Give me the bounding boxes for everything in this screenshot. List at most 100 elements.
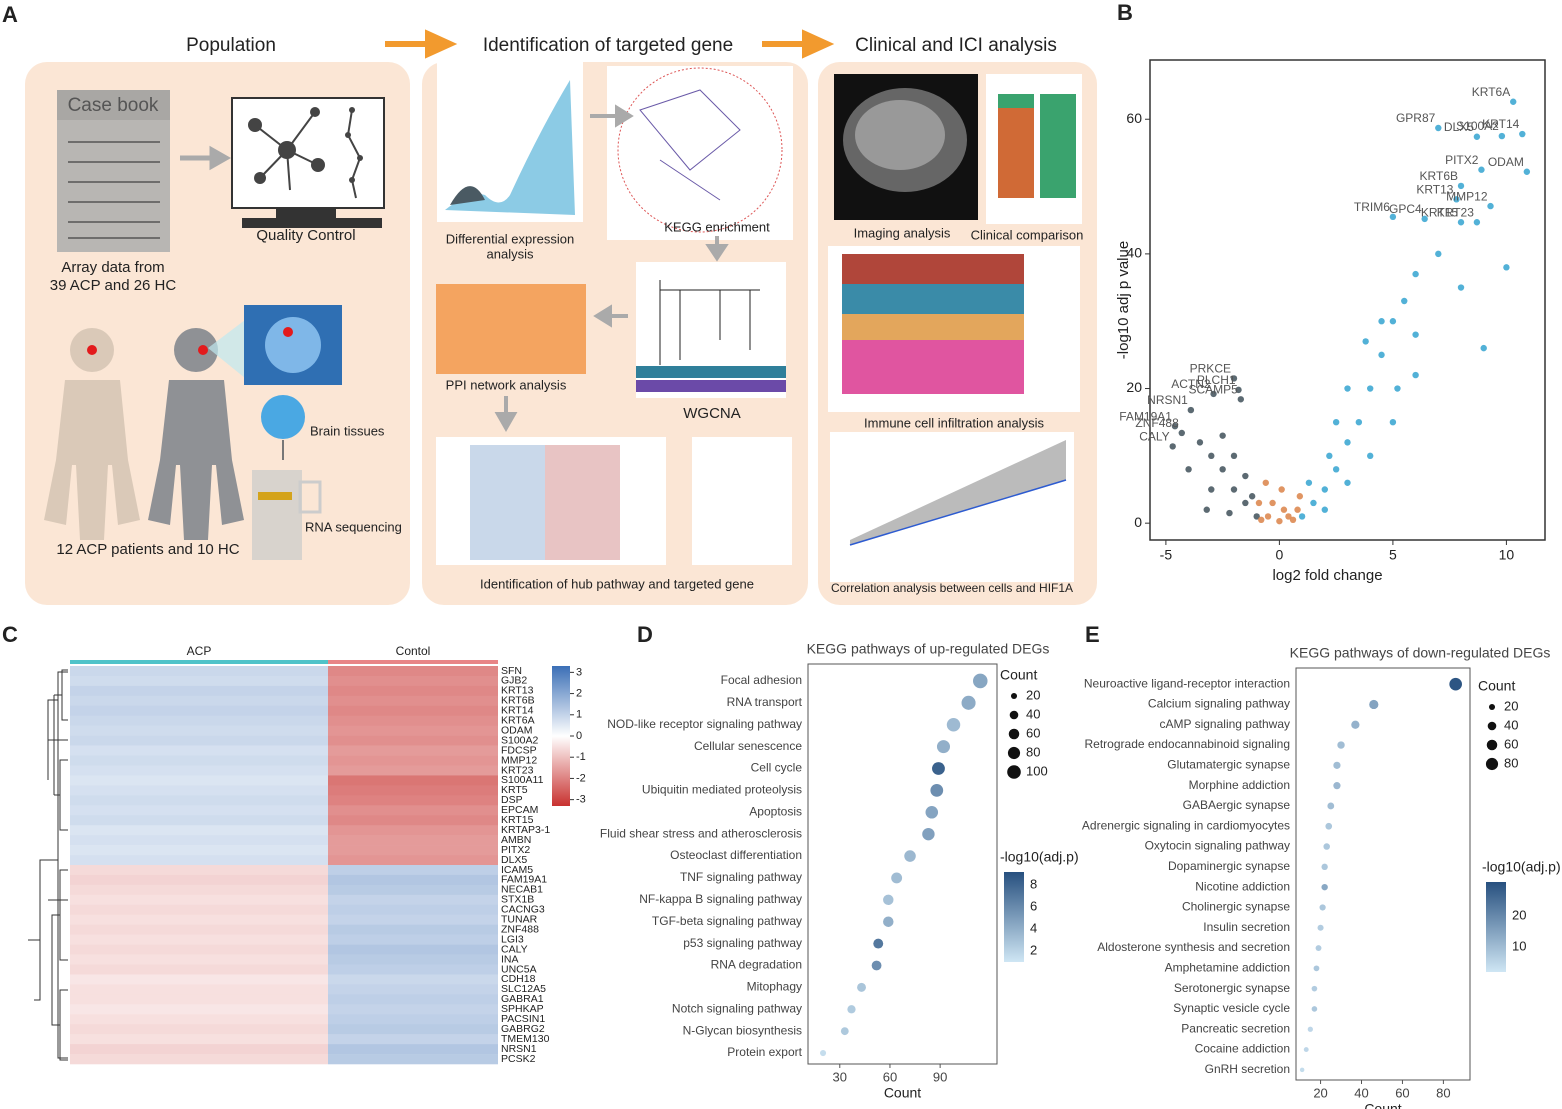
heat-cell [328, 845, 498, 856]
panel-label: B [1117, 0, 1133, 25]
heat-cell [70, 765, 328, 776]
row-label: AMBN [501, 834, 531, 846]
heat-cell [70, 954, 328, 965]
category-label: Pancreatic secretion [1181, 1021, 1290, 1035]
size-legend-label: 80 [1026, 744, 1040, 759]
category-label: p53 signaling pathway [683, 936, 802, 950]
point [1230, 375, 1238, 382]
dot [1315, 945, 1322, 952]
heat-cell [70, 914, 328, 925]
row-label: ODAM [501, 724, 533, 736]
dot [847, 1005, 856, 1014]
color-legend-title: -log10(adj.p) [1000, 849, 1079, 865]
point [1264, 513, 1272, 520]
dot [1307, 1026, 1313, 1032]
point [1230, 452, 1238, 460]
point [1362, 338, 1369, 345]
category-label: RNA degradation [711, 958, 802, 972]
dot [1333, 761, 1341, 769]
colorbar-label: 1 [576, 709, 582, 721]
row-label: INA [501, 953, 519, 965]
category-label: Notch signaling pathway [672, 1001, 802, 1015]
dot [930, 784, 944, 797]
monitor-icon [231, 97, 385, 228]
row-label: GJB2 [501, 675, 527, 687]
x-tick-label: 20 [1313, 1085, 1327, 1100]
colorbar-label: 20 [1512, 908, 1526, 923]
point [1344, 439, 1351, 446]
size-legend-dot [1007, 765, 1021, 779]
point [1378, 318, 1385, 325]
step-title: Identification of targeted gene [483, 35, 733, 56]
row-label: CDH18 [501, 973, 536, 985]
panel-label: C [2, 622, 18, 647]
arrow [385, 29, 458, 59]
heat-cell [328, 1034, 498, 1045]
point [1285, 513, 1292, 520]
dot [1327, 802, 1335, 810]
caption: WGCNA [683, 405, 741, 422]
point-label: KRT6A [1472, 85, 1510, 99]
point [1278, 486, 1285, 493]
heat-cell [328, 695, 498, 707]
row-label: TUNAR [501, 914, 538, 926]
panel-label: A [2, 2, 18, 27]
point [1503, 264, 1510, 271]
dot [1351, 720, 1360, 729]
heat-cell [328, 825, 498, 836]
point [1185, 466, 1192, 473]
heat-cell [70, 994, 328, 1005]
colorbar-label: 3 [576, 666, 582, 678]
size-legend-label: 100 [1026, 763, 1048, 778]
y-tick-label: 60 [1126, 110, 1142, 126]
point [1235, 386, 1242, 394]
panel-label: E [1085, 622, 1100, 647]
colorbar [1004, 872, 1024, 962]
category-label: Cellular senescence [694, 739, 802, 753]
arrow [593, 304, 628, 328]
category-label: Aldosterone synthesis and secretion [1097, 940, 1290, 954]
category-label: Mitophagy [747, 980, 802, 994]
dot [857, 982, 866, 992]
dot [1321, 883, 1328, 891]
heat-cell [328, 675, 498, 687]
dot [1311, 1006, 1318, 1012]
caption: Quality Control [256, 227, 355, 244]
dot [871, 960, 882, 971]
point-label: KRT23 [1437, 205, 1474, 219]
point-label: ZNF488 [1135, 416, 1179, 430]
point [1510, 98, 1517, 105]
row-label: DSP [501, 794, 523, 806]
heat-cell [70, 735, 328, 746]
category-label: cAMP signaling pathway [1159, 717, 1290, 731]
dot [973, 673, 988, 689]
dot [1303, 1047, 1309, 1053]
point [1237, 396, 1245, 403]
heat-cell [328, 666, 498, 677]
size-legend-label: 40 [1504, 717, 1518, 732]
point-label: PRKCE [1190, 362, 1231, 376]
point-label: SCAMP5 [1188, 382, 1238, 396]
point [1219, 466, 1226, 473]
caption: 12 ACP patients and 10 HC [56, 541, 239, 558]
heat-cell [328, 934, 498, 945]
dot [925, 806, 939, 819]
point [1344, 479, 1351, 486]
dot [1323, 843, 1330, 850]
step-title: Clinical and ICI analysis [855, 35, 1057, 56]
heat-cell [70, 775, 328, 786]
heat-cell [328, 705, 498, 717]
y-tick-label: 40 [1126, 245, 1142, 261]
plot-frame [1149, 59, 1546, 541]
step-title: Population [186, 35, 276, 56]
category-label: Oxytocin signaling pathway [1145, 839, 1290, 853]
category-label: NOD-like receptor signaling pathway [607, 717, 802, 731]
row-label: PACSIN1 [501, 1013, 545, 1025]
thumbnail-images [828, 74, 1082, 582]
point [1219, 432, 1226, 439]
colorbar-label: -2 [576, 772, 586, 784]
point [1421, 215, 1428, 223]
chart-title: KEGG pathways of up-regulated DEGs [807, 641, 1050, 657]
point [1498, 132, 1506, 140]
dot [961, 695, 976, 710]
